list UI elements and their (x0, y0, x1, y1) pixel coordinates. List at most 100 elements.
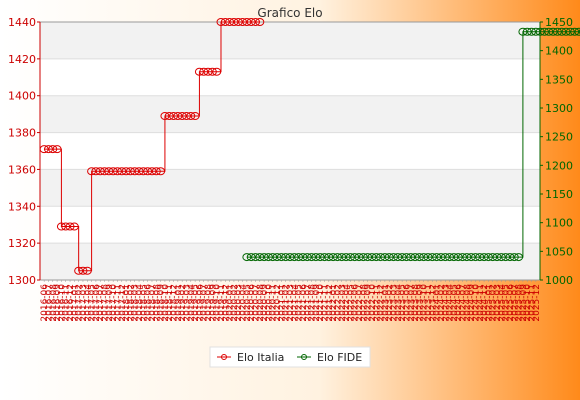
x-tick-label: 2017-07 (96, 284, 106, 322)
x-tick-label: 2021-01 (277, 284, 287, 322)
data-point-elo-fide (535, 27, 545, 36)
legend-label-elo-italia: Elo Italia (237, 351, 284, 364)
x-tick-label: 2019-04 (187, 284, 197, 322)
data-point-elo-fide (423, 253, 433, 262)
data-point-elo-italia (250, 18, 260, 26)
x-tick-label: 2024-12 (480, 284, 490, 322)
x-tick-label: 2023-03 (390, 284, 400, 322)
x-tick-label: 2018-12 (170, 284, 180, 322)
data-point-elo-italia (138, 167, 148, 176)
data-point-elo-italia (104, 167, 114, 176)
x-tick-label: 2025-03 (493, 284, 503, 322)
x-tick-label: 2021-11 (321, 284, 331, 322)
data-point-elo-fide (578, 29, 580, 35)
x-tick-label: 2021-03 (286, 284, 296, 322)
data-point-elo-fide (246, 253, 256, 262)
data-point-elo-fide (332, 253, 342, 262)
x-tick-label: 2019-07 (200, 284, 210, 322)
data-point-elo-fide (514, 253, 524, 262)
x-tick-label: 2024-04 (446, 284, 456, 322)
data-point-elo-italia (65, 222, 75, 231)
x-tick-label: 2019-11 (217, 284, 227, 322)
data-point-elo-fide (462, 253, 472, 262)
data-point-elo-fide (328, 253, 338, 262)
data-point-elo-fide (436, 253, 446, 262)
data-point-elo-fide (380, 253, 390, 262)
data-point-elo-fide (470, 253, 480, 262)
x-tick-label: 2020-09 (260, 284, 270, 322)
data-point-elo-fide (518, 27, 528, 36)
data-point-elo-fide (345, 253, 355, 262)
x-tick-label: 2025-06 (506, 284, 516, 322)
x-tick-label: 2017-04 (83, 284, 93, 322)
data-point-elo-italia (190, 111, 200, 120)
x-tick-label: 2025-09 (519, 284, 529, 322)
legend: Elo Italia Elo FIDE (209, 346, 371, 368)
data-point-elo-fide (445, 253, 455, 262)
x-tick-label: 2019-01 (174, 284, 184, 322)
x-tick-label: 2022-04 (342, 284, 352, 322)
data-point-elo-italia (130, 167, 140, 176)
x-tick-label: 2016-06 (40, 284, 50, 322)
x-tick-label: 2018-02 (126, 284, 136, 322)
x-tick-label: 2023-02 (385, 284, 395, 322)
x-tick-label: 2021-06 (299, 284, 309, 322)
x-tick-label: 2016-11 (62, 284, 72, 322)
data-point-elo-italia (151, 167, 161, 176)
y-left-tick-label: 1400 (8, 90, 36, 103)
x-tick-label: 2018-09 (157, 284, 167, 322)
data-point-elo-italia (117, 167, 127, 176)
x-tick-label: 2017-12 (118, 284, 128, 322)
data-point-elo-fide (250, 253, 260, 262)
x-tick-label: 2017-06 (92, 284, 102, 322)
data-point-elo-italia (143, 167, 153, 176)
data-point-elo-fide (539, 27, 549, 36)
y-left-tick-label: 1420 (8, 53, 36, 66)
x-tick-label: 2023-12 (428, 284, 438, 322)
data-point-elo-italia (91, 167, 101, 176)
y-right-tick-label: 1350 (545, 73, 573, 86)
x-tick-label: 2016-10 (57, 284, 67, 322)
data-point-elo-fide (358, 253, 368, 262)
data-point-elo-italia (112, 167, 122, 176)
x-tick-label: 2024-07 (459, 284, 469, 322)
data-point-elo-fide (522, 27, 532, 36)
chart-title: Grafico Elo (257, 6, 322, 20)
data-point-elo-italia (169, 111, 179, 120)
x-tick-label: 2024-09 (467, 284, 477, 322)
data-point-elo-fide (393, 253, 403, 262)
data-point-elo-italia (56, 222, 66, 231)
data-point-elo-fide (389, 253, 399, 262)
y-right-tick-label: 1050 (545, 245, 573, 258)
x-tick-label: 2024-08 (463, 284, 473, 322)
data-point-elo-italia (164, 111, 174, 120)
x-tick-label: 2024-05 (450, 284, 460, 322)
x-tick-label: 2023-11 (424, 284, 434, 322)
x-tick-label: 2021-04 (290, 284, 300, 322)
x-tick-label: 2021-09 (312, 284, 322, 322)
x-tick-label: 2018-08 (152, 284, 162, 322)
data-point-elo-fide (298, 253, 308, 262)
data-point-elo-fide (272, 253, 282, 262)
x-tick-label: 2019-06 (195, 284, 205, 322)
data-point-elo-italia (181, 111, 191, 120)
data-point-elo-fide (552, 27, 562, 36)
y-left-tick-label: 1300 (8, 274, 36, 287)
data-point-elo-italia (194, 67, 204, 76)
grid-band (40, 95, 540, 133)
y-right-tick-label: 1000 (545, 274, 573, 287)
y-right-tick-label: 1450 (545, 16, 573, 29)
data-point-elo-fide (453, 253, 463, 262)
x-tick-label: 2022-10 (368, 284, 378, 322)
data-point-elo-fide (311, 253, 321, 262)
x-tick-label: 2022-02 (333, 284, 343, 322)
data-point-elo-fide (496, 253, 506, 262)
data-point-elo-fide (337, 253, 347, 262)
data-point-elo-italia (233, 18, 243, 26)
x-tick-label: 2022-07 (355, 284, 365, 322)
data-point-elo-italia (125, 167, 135, 176)
data-point-elo-fide (544, 27, 554, 36)
legend-marker-elo-italia (221, 354, 227, 360)
x-tick-label: 2024-02 (437, 284, 447, 322)
